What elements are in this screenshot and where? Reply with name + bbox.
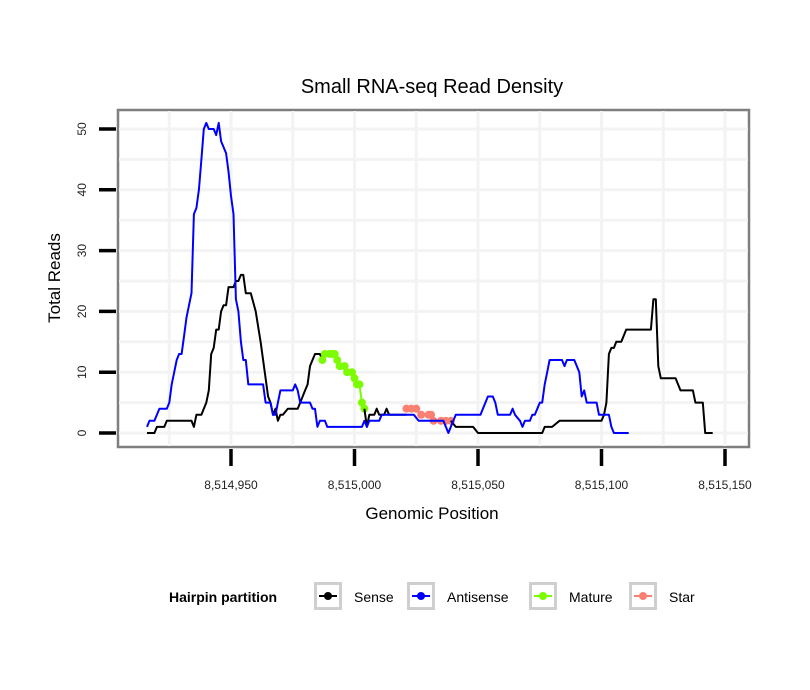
legend-point (324, 592, 332, 600)
x-axis: 8,514,950 8,515,000 8,515,050 8,515,100 8,51… (204, 449, 752, 492)
series-line-antisense (146, 121, 629, 434)
y-tick-label: 10 (75, 365, 89, 379)
data-point-mature (340, 362, 349, 371)
data-point-mature (348, 368, 357, 377)
data-point-mature (355, 380, 364, 389)
plot-panel (116, 108, 751, 449)
legend-key-mature (529, 582, 557, 610)
data-point-mature (333, 356, 342, 365)
legend-label-sense: Sense (354, 589, 394, 605)
data-point-mature (330, 349, 339, 358)
x-axis-title: Genomic Position (365, 504, 498, 523)
data-point-mature (360, 404, 369, 413)
y-tick-label: 30 (75, 244, 89, 258)
y-tick-label: 0 (75, 429, 89, 436)
grid (119, 111, 748, 446)
x-tick-label: 8,515,150 (698, 478, 752, 492)
legend-point (417, 592, 425, 600)
data-point-mature (357, 398, 366, 407)
legend-key-star (629, 582, 657, 610)
data-point-star (417, 410, 426, 419)
x-tick-label: 8,515,000 (328, 478, 382, 492)
series-line-sense (450, 298, 713, 434)
y-axis-title: Total Reads (45, 233, 64, 323)
y-tick-label: 20 (75, 304, 89, 318)
x-tick-label: 8,514,950 (204, 478, 258, 492)
legend-key-antisense (407, 582, 435, 610)
data-point-star (427, 410, 436, 419)
y-tick-label: 40 (75, 183, 89, 197)
legend-label-mature: Mature (569, 589, 613, 605)
x-tick-label: 8,515,100 (575, 478, 629, 492)
y-axis: 0 10 20 30 40 50 (75, 122, 116, 436)
x-tick-label: 8,515,050 (451, 478, 505, 492)
legend: Hairpin partition Sense Antisense Mature… (0, 578, 810, 618)
legend-label-star: Star (669, 589, 695, 605)
series-layer (146, 121, 713, 434)
data-point-mature (350, 374, 359, 383)
series-line-sense (147, 273, 324, 434)
legend-point (539, 592, 547, 600)
legend-title: Hairpin partition (169, 589, 278, 605)
chart-title: Small RNA-seq Read Density (301, 76, 563, 98)
legend-key-sense (314, 582, 342, 610)
legend-label-antisense: Antisense (447, 589, 509, 605)
y-tick-label: 50 (75, 122, 89, 136)
data-point-mature (318, 356, 327, 365)
data-point-star (412, 404, 421, 413)
legend-point (639, 592, 647, 600)
